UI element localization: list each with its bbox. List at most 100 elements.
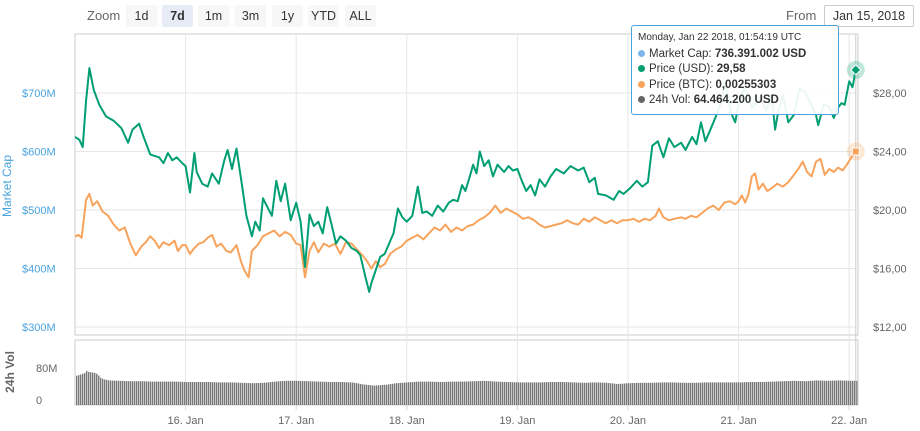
volume-bar xyxy=(784,381,786,405)
volume-bar xyxy=(342,382,344,405)
volume-bar xyxy=(552,382,554,405)
volume-bar xyxy=(526,382,528,405)
volume-bar xyxy=(322,381,324,405)
volume-bar xyxy=(738,382,740,405)
volume-bar xyxy=(500,381,502,405)
range-button-3m[interactable]: 3m xyxy=(235,5,266,27)
volume-bar xyxy=(360,383,362,405)
volume-bar xyxy=(580,382,582,405)
volume-bar xyxy=(406,382,408,405)
volume-bar xyxy=(190,382,192,405)
volume-bar xyxy=(408,382,410,405)
tooltip-value: 0,00255303 xyxy=(715,78,777,91)
volume-bar xyxy=(100,377,102,405)
volume-bar xyxy=(146,381,148,405)
volume-bar xyxy=(218,382,220,405)
volume-bar xyxy=(548,382,550,405)
volume-bar xyxy=(638,382,640,405)
volume-bar xyxy=(354,382,356,405)
volume-bar xyxy=(734,382,736,405)
volume-bar xyxy=(458,381,460,405)
volume-bar xyxy=(814,380,816,405)
volume-bar xyxy=(840,380,842,405)
volume-bar xyxy=(260,382,262,405)
volume-bar xyxy=(246,382,248,405)
volume-bar xyxy=(416,381,418,405)
volume-bar xyxy=(718,382,720,405)
volume-bar xyxy=(472,381,474,405)
volume-bar xyxy=(376,385,378,405)
volume-bar xyxy=(694,382,696,405)
volume-bar xyxy=(818,380,820,405)
volume-bar xyxy=(490,381,492,405)
volume-bar xyxy=(850,380,852,405)
left-axis-tick-label: $300M xyxy=(22,322,56,334)
volume-bar xyxy=(758,382,760,405)
volume-bar xyxy=(512,382,514,405)
price-usd-line xyxy=(74,67,857,293)
volume-bar xyxy=(842,380,844,405)
volume-bar xyxy=(344,382,346,405)
volume-bar xyxy=(856,380,858,405)
plot-frame xyxy=(74,33,859,336)
volume-bar xyxy=(838,380,840,405)
tooltip-label: 24h Vol: xyxy=(649,94,694,106)
volume-bar xyxy=(828,380,830,405)
volume-bar xyxy=(626,383,628,405)
volume-bar xyxy=(630,383,632,405)
volume-bar xyxy=(830,380,832,405)
range-button-1y[interactable]: 1y xyxy=(272,5,303,27)
range-button-1m[interactable]: 1m xyxy=(198,5,229,27)
volume-bar xyxy=(776,381,778,405)
volume-bar xyxy=(732,382,734,405)
range-button-1d[interactable]: 1d xyxy=(126,5,157,27)
volume-bar xyxy=(282,381,284,405)
volume-bar xyxy=(786,381,788,405)
tooltip-row: Market Cap: 736.391.002 USD xyxy=(638,47,832,63)
volume-bar xyxy=(698,382,700,405)
left-axis-title: Market Cap xyxy=(0,155,14,217)
volume-bar xyxy=(610,383,612,405)
volume-bar xyxy=(88,371,90,405)
volume-bar xyxy=(420,381,422,405)
volume-bar xyxy=(812,380,814,405)
volume-bar xyxy=(332,382,334,405)
volume-bar xyxy=(564,382,566,405)
volume-bar xyxy=(122,380,124,405)
volume-bar xyxy=(326,381,328,405)
volume-bar xyxy=(604,382,606,405)
volume-bar xyxy=(128,381,130,405)
volume-bar xyxy=(224,382,226,405)
volume-bar xyxy=(188,382,190,405)
volume-bar xyxy=(444,381,446,405)
volume-bar xyxy=(660,382,662,405)
volume-bar xyxy=(658,382,660,405)
volume-bar xyxy=(316,381,318,405)
volume-bar xyxy=(292,380,294,405)
volume-bar xyxy=(214,382,216,405)
volume-bar xyxy=(502,381,504,405)
volume-bar xyxy=(366,384,368,405)
volume-bar xyxy=(574,382,576,405)
volume-bar xyxy=(680,382,682,405)
volume-bar xyxy=(474,381,476,405)
volume-bar xyxy=(290,380,292,405)
from-date-input[interactable]: Jan 15, 2018 xyxy=(824,5,914,27)
range-button-all[interactable]: ALL xyxy=(345,5,376,27)
volume-bar xyxy=(568,382,570,405)
volume-bar xyxy=(198,382,200,405)
volume-bar xyxy=(340,382,342,405)
range-button-7d[interactable]: 7d xyxy=(162,5,193,27)
tooltip-date: Monday, Jan 22 2018, 01:54:19 UTC xyxy=(638,32,802,43)
volume-bar xyxy=(252,383,254,405)
volume-bar xyxy=(614,383,616,405)
volume-bar xyxy=(162,381,164,405)
volume-bar xyxy=(466,381,468,405)
volume-bar xyxy=(592,382,594,405)
volume-bar xyxy=(470,381,472,405)
volume-bar xyxy=(584,382,586,405)
left-axis-tick-label: $600M xyxy=(22,147,56,159)
volume-bar xyxy=(618,383,620,405)
volume-bar xyxy=(744,382,746,405)
range-button-ytd[interactable]: YTD xyxy=(308,5,339,27)
